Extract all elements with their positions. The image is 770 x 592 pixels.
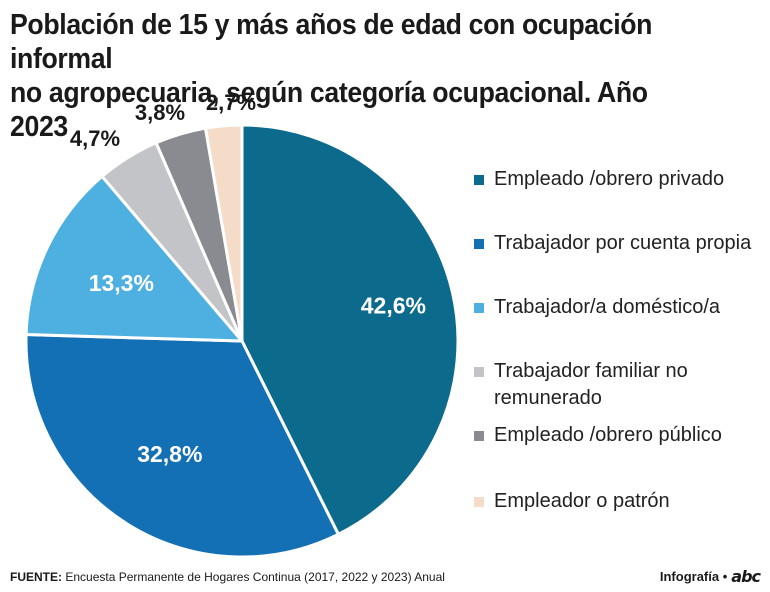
credit-label: Infografía • [659,569,728,584]
legend-item-2: Trabajador por cuenta propia [474,230,764,257]
legend-item-1: Empleado /obrero privado [474,166,764,193]
legend-label-3: Trabajador/a doméstico/a [494,296,721,318]
source-label: FUENTE: [10,570,62,584]
pie-slice-3 [24,174,244,343]
source-text: Encuesta Permanente de Hogares Continua … [65,570,445,584]
legend-label-6: Empleador o patrón [494,490,670,512]
legend-label-4: Trabajador familiar no remunerado [494,360,688,409]
pie-slice-6 [203,123,244,343]
data-label-5: 3,8% [135,100,185,125]
data-label-4: 4,7% [70,126,120,151]
legend-swatch-2 [474,239,484,249]
chart-title-line-1: Población de 15 y más años de edad con o… [10,9,653,75]
legend-swatch-5 [474,431,484,441]
legend-item-3: Trabajador/a doméstico/a [474,294,764,321]
chart-title: Población de 15 y más años de edad con o… [10,8,700,144]
legend-swatch-6 [474,497,484,507]
data-label-1: 42,6% [361,292,426,318]
legend-swatch-4 [474,367,484,377]
pie-slice-2 [24,333,340,559]
legend-swatch-1 [474,175,484,185]
legend-label-5: Empleado /obrero público [494,424,722,446]
legend-swatch-3 [474,303,484,313]
legend-item-5: Empleado /obrero público [474,422,764,449]
legend-label-2: Trabajador por cuenta propia [494,232,752,254]
data-label-3: 13,3% [89,270,154,296]
source-note: FUENTE: Encuesta Permanente de Hogares C… [10,570,445,584]
data-label-2: 32,8% [137,441,202,467]
data-label-6: 2,7% [206,90,256,115]
credit: Infografía • abc [659,567,761,586]
abc-logo: abc [731,567,761,586]
chart-title-line-2: no agropecuaria, según categoría ocupaci… [10,77,648,143]
pie-slice-1 [240,123,460,536]
legend-item-4: Trabajador familiar no remunerado [474,358,764,412]
legend-item-6: Empleador o patrón [474,488,764,515]
legend-label-1: Empleado /obrero privado [494,168,725,190]
